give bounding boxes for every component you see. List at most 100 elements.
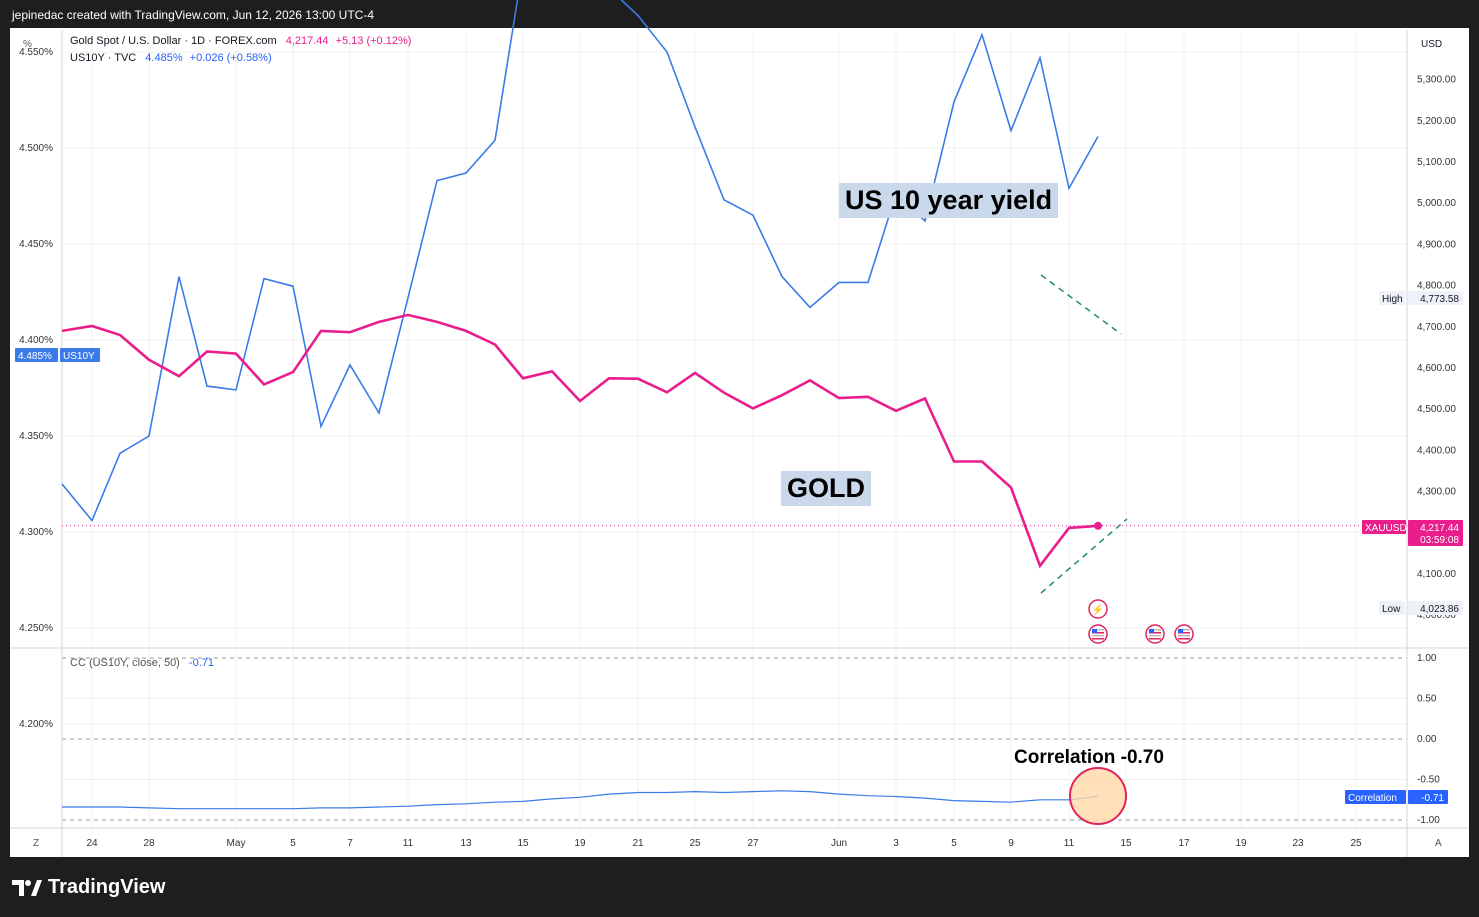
x-tick-label: 17: [1178, 838, 1190, 849]
left-tick-label: 4.200%: [19, 719, 53, 730]
series-us10y-line: [61, 0, 1099, 523]
correlation-label-badge: Correlation: [1345, 790, 1406, 804]
right-tick-label: 5,200.00: [1417, 116, 1456, 127]
brand-logo[interactable]: TradingView: [12, 876, 165, 899]
legend-gold-change: +5.13 (+0.12%): [335, 35, 412, 47]
legend-gold-price: 4,217.44: [285, 35, 329, 47]
x-tick-label: 13: [460, 838, 472, 849]
svg-text:4,023.86: 4,023.86: [1420, 604, 1459, 615]
x-tick-label: 15: [1120, 838, 1132, 849]
x-tick-label: 27: [747, 838, 759, 849]
svg-text:4,217.44: 4,217.44: [1420, 523, 1459, 534]
right-tick-label: 5,000.00: [1417, 198, 1456, 209]
cc-tick-label: -0.50: [1417, 775, 1440, 786]
tradingview-logo-icon: [12, 879, 42, 896]
gold-last-point: [1094, 521, 1102, 530]
x-tick-label: 15: [517, 838, 529, 849]
brand-name: TradingView: [48, 876, 166, 898]
right-tick-label: 4,800.00: [1417, 281, 1456, 292]
right-tick-label: 5,300.00: [1417, 75, 1456, 86]
right-unit-label: USD: [1421, 39, 1443, 50]
low-label-badge: Low: [1379, 601, 1405, 615]
gold-trend-line: [1040, 518, 1128, 594]
low-value-badge: 4,023.86: [1408, 601, 1463, 615]
left-unit-label: %: [23, 39, 32, 50]
us-flag-event-icon: [1145, 624, 1165, 644]
lightning-event-icon: ⚡: [1088, 599, 1108, 619]
x-tick-label: 23: [1292, 838, 1304, 849]
chart-frame: [10, 28, 1469, 857]
us-flag-event-icon: [1088, 624, 1108, 644]
left-tick-label: 4.400%: [19, 335, 53, 346]
svg-text:High: High: [1382, 294, 1403, 305]
x-tick-label: 19: [1235, 838, 1247, 849]
x-tick-label: 5: [290, 838, 296, 849]
x-tick-label: 21: [632, 838, 644, 849]
annotation-correlation: Correlation -0.70: [1014, 747, 1164, 768]
annotation-yield: US 10 year yield: [839, 183, 1059, 218]
x-tick-label: 24: [86, 838, 98, 849]
attribution-text: jepinedac created with TradingView.com, …: [12, 8, 374, 22]
x-tick-label: Jun: [831, 838, 847, 849]
x-tick-label: 7: [347, 838, 353, 849]
legend-cc-value: -0.71: [188, 657, 214, 669]
high-value-badge: 4,773.58: [1408, 291, 1463, 305]
svg-text:4.485%: 4.485%: [18, 351, 52, 362]
left-tick-label: 4.300%: [19, 527, 53, 538]
cc-tick-label: 0.00: [1417, 734, 1437, 745]
series-cc-line: [62, 790, 1099, 810]
x-tick-label: 19: [574, 838, 586, 849]
us10y-value-badge: 4.485%: [15, 348, 58, 362]
annotation-gold: GOLD: [781, 471, 871, 506]
legend-cc[interactable]: CC (US10Y, close, 50) -0.71: [70, 657, 214, 669]
corner-a-button[interactable]: A: [1435, 838, 1442, 849]
correlation-highlight-circle: [1069, 767, 1127, 825]
left-tick-label: 4.450%: [19, 239, 53, 250]
svg-text:4,773.58: 4,773.58: [1420, 294, 1459, 305]
x-tick-label: 25: [689, 838, 701, 849]
yield-trend-line: [1040, 274, 1122, 335]
left-tick-label: 4.250%: [19, 623, 53, 634]
cc-tick-label: 1.00: [1417, 653, 1437, 664]
correlation-value-badge: -0.71: [1408, 790, 1448, 804]
legend-us10y-price: 4.485%: [145, 52, 183, 64]
cc-tick-label: 0.50: [1417, 694, 1437, 705]
left-tick-label: 4.350%: [19, 431, 53, 442]
legend-us10y-name: US10Y · TVC: [70, 52, 137, 64]
legend-cc-name: CC (US10Y, close, 50): [70, 657, 180, 669]
svg-text:Low: Low: [1382, 604, 1401, 615]
right-tick-label: 4,600.00: [1417, 363, 1456, 374]
series-gold-line: [61, 313, 1099, 569]
svg-text:US10Y: US10Y: [63, 351, 95, 362]
us10y-label-badge: US10Y: [60, 348, 100, 362]
right-tick-label: 4,500.00: [1417, 404, 1456, 415]
x-tick-label: 11: [403, 838, 414, 849]
xau-label-badge: XAUUSD: [1362, 520, 1407, 534]
x-tick-label: 3: [893, 838, 899, 849]
svg-text:⚡: ⚡: [1092, 603, 1104, 616]
us-flag-event-icon: [1174, 624, 1194, 644]
right-tick-label: 4,100.00: [1417, 569, 1456, 580]
x-tick-label: 11: [1064, 838, 1075, 849]
legend-us10y[interactable]: US10Y · TVC 4.485% +0.026 (+0.58%): [70, 52, 272, 64]
right-tick-label: 4,400.00: [1417, 445, 1456, 456]
cc-tick-label: -1.00: [1417, 815, 1440, 826]
high-label-badge: High: [1379, 291, 1405, 305]
x-tick-label: 9: [1008, 838, 1014, 849]
attribution-bar: jepinedac created with TradingView.com, …: [0, 0, 1479, 28]
corner-z-button[interactable]: Z: [33, 838, 40, 849]
x-tick-label: 5: [951, 838, 957, 849]
right-tick-label: 5,100.00: [1417, 157, 1456, 168]
left-tick-label: 4.500%: [19, 143, 53, 154]
footer-bar: [0, 857, 1479, 917]
x-tick-label: May: [227, 838, 246, 849]
right-tick-label: 4,000.00: [1417, 610, 1456, 621]
legend-gold[interactable]: Gold Spot / U.S. Dollar · 1D · FOREX.com…: [70, 35, 411, 47]
right-tick-label: 4,300.00: [1417, 487, 1456, 498]
x-tick-label: 28: [143, 838, 155, 849]
svg-text:XAUUSD: XAUUSD: [1365, 523, 1407, 534]
right-tick-label: 4,700.00: [1417, 322, 1456, 333]
legend-us10y-change: +0.026 (+0.58%): [189, 52, 272, 64]
